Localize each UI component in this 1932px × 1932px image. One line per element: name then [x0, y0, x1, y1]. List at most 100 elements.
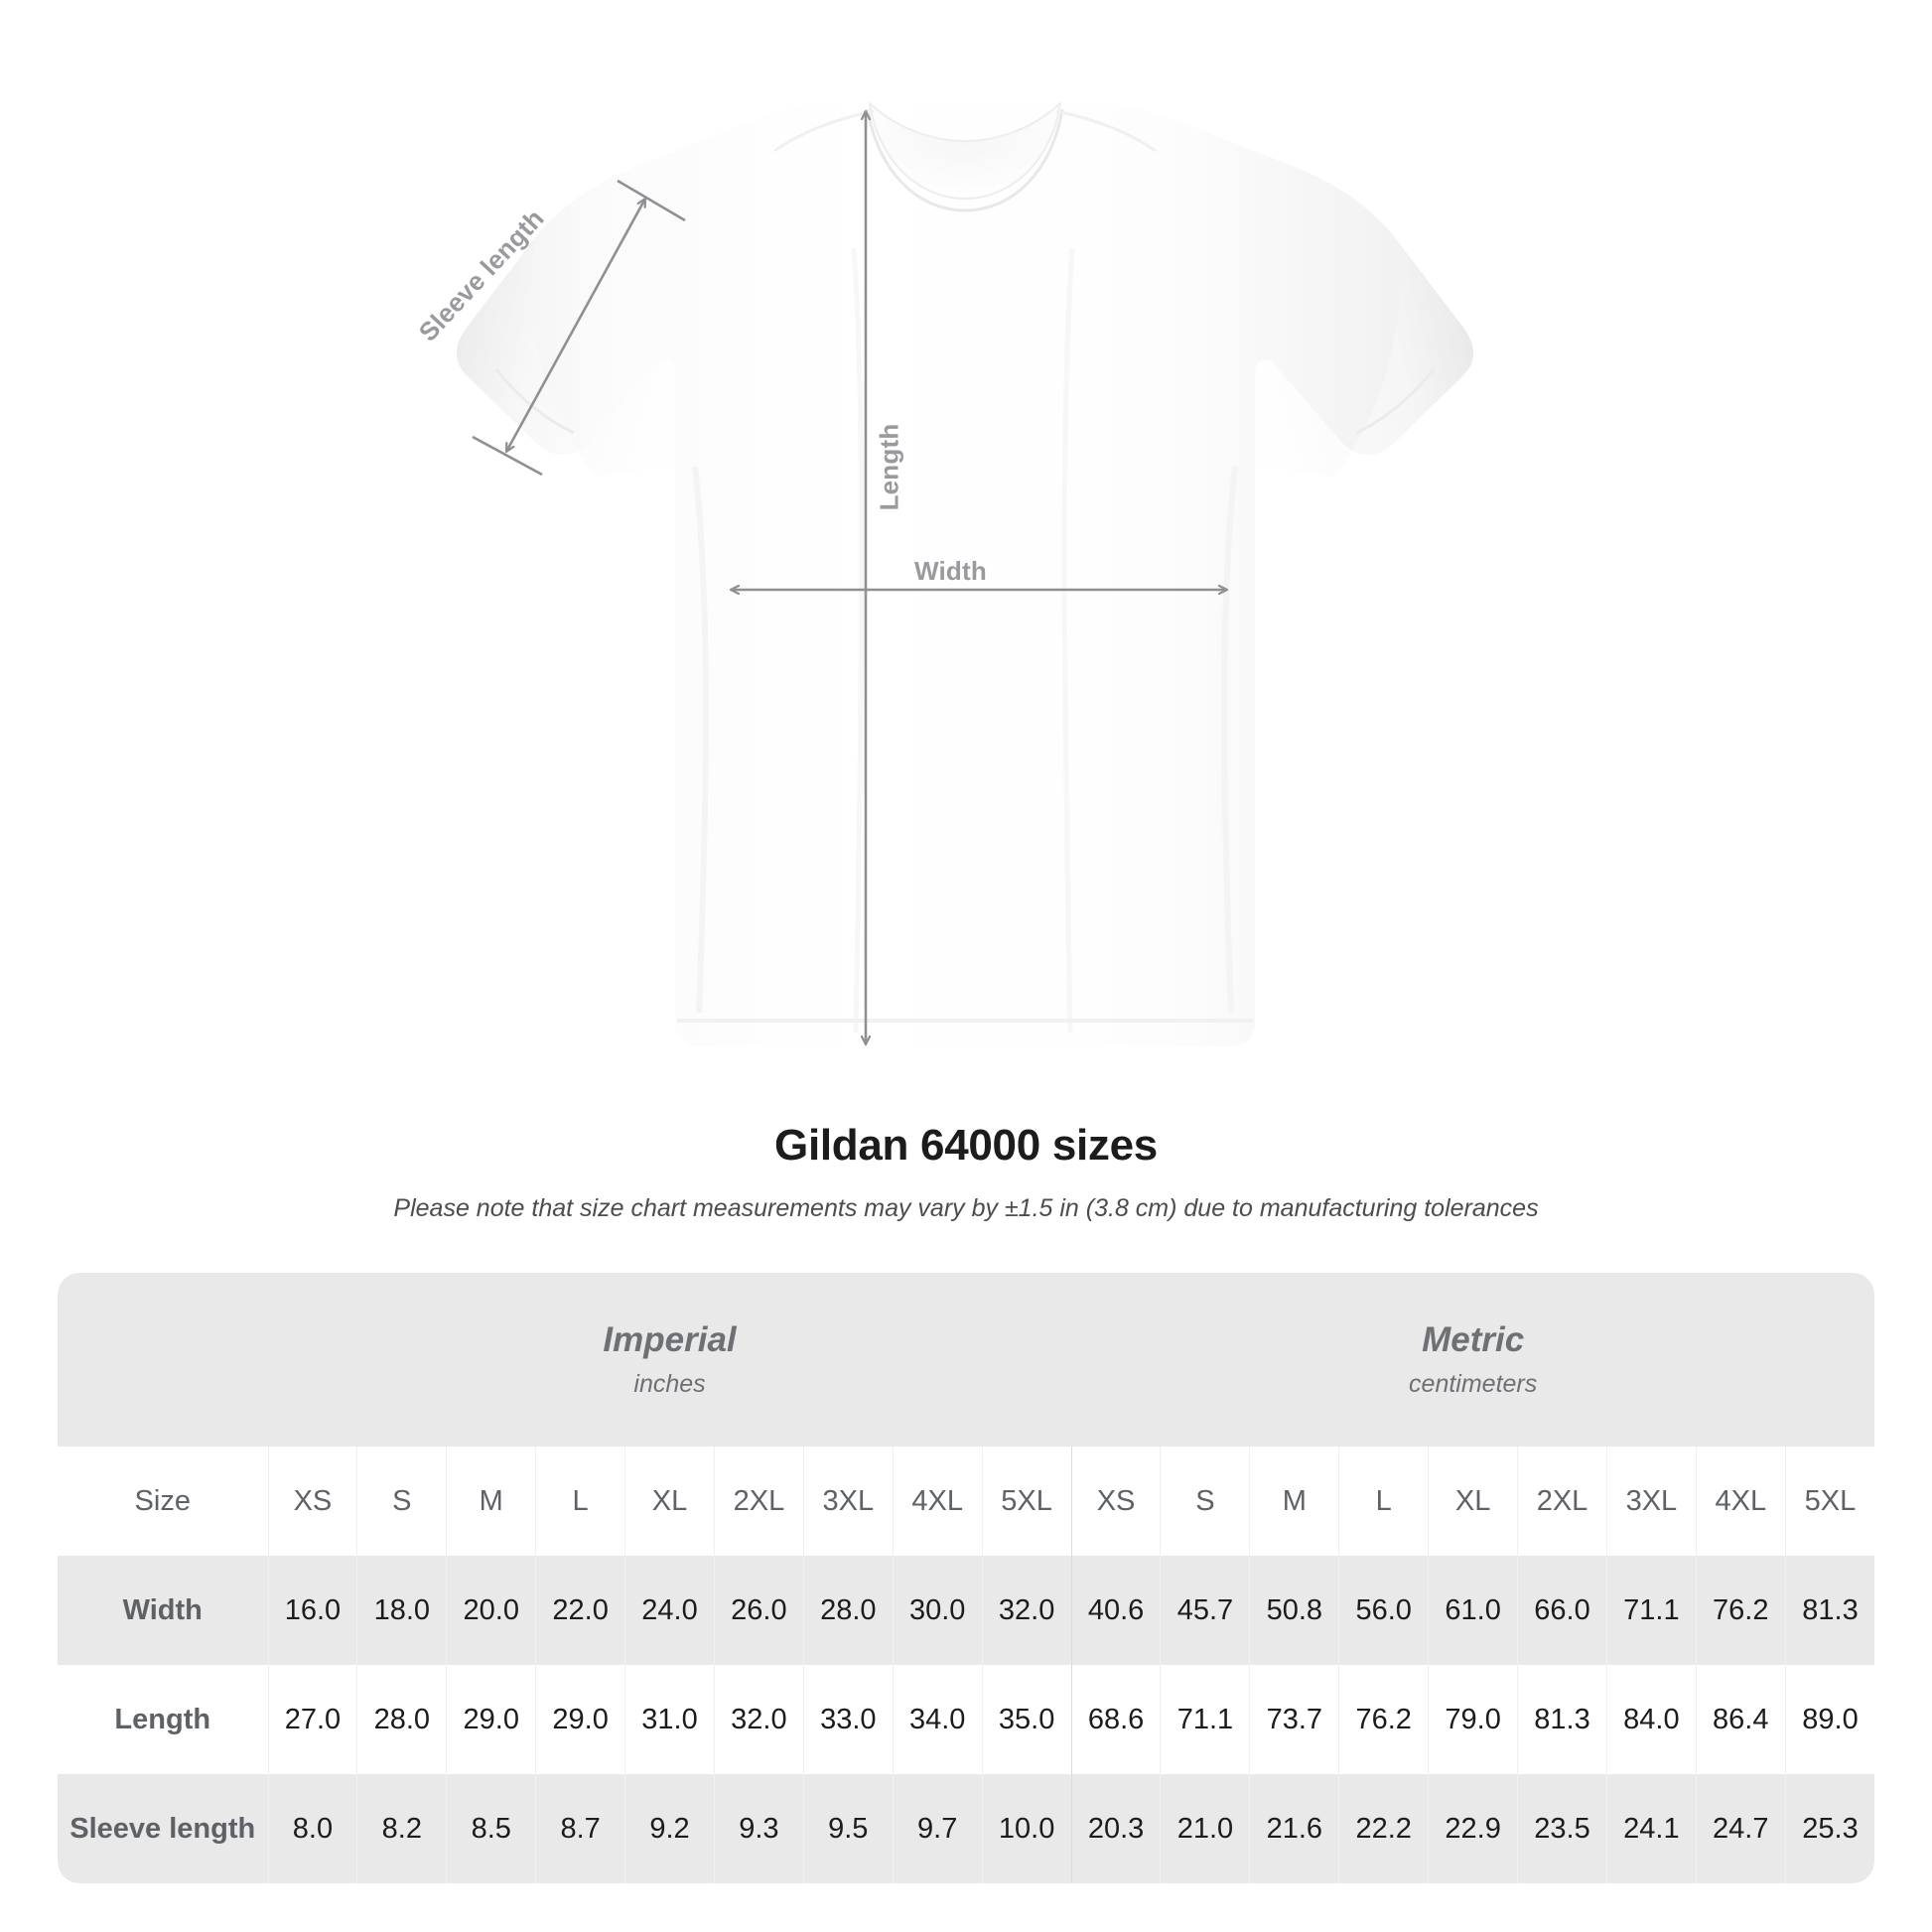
- unit-name: Imperial: [603, 1320, 737, 1359]
- size-table: Imperial inches Metric centimeters Size XS S M L…: [58, 1273, 1875, 1883]
- measurement-cell: 20.0: [446, 1556, 536, 1665]
- measurement-cell: 34.0: [892, 1665, 983, 1774]
- measurement-cell: 9.7: [892, 1774, 983, 1883]
- size-header-cell: L: [535, 1447, 625, 1556]
- measurement-cell: 32.0: [981, 1556, 1072, 1665]
- measurement-cell: 22.0: [535, 1556, 625, 1665]
- measurement-cell: 21.0: [1160, 1774, 1250, 1883]
- unit-banner-row: Imperial inches Metric centimeters: [58, 1273, 1875, 1447]
- measurement-cell: 76.2: [1695, 1556, 1786, 1665]
- measurement-cell: 81.3: [1784, 1556, 1875, 1665]
- size-header-cell: XS: [267, 1447, 357, 1556]
- measurement-cell: 81.3: [1517, 1665, 1607, 1774]
- measurement-cell: 22.2: [1338, 1774, 1429, 1883]
- row-label: Length: [58, 1665, 268, 1774]
- measurement-cell: 27.0: [267, 1665, 357, 1774]
- size-header-row: Size XS S M L XL 2XL 3XL 4XL 5XL XS S M L XL 2XL 3XL 4XL 5…: [58, 1447, 1875, 1556]
- measurement-cell: 8.2: [356, 1774, 447, 1883]
- measurement-cell: 84.0: [1605, 1665, 1697, 1774]
- measurement-cell: 10.0: [981, 1774, 1072, 1883]
- measurement-cell: 89.0: [1784, 1665, 1875, 1774]
- page-title: Gildan 64000 sizes: [774, 1121, 1158, 1170]
- table-row: Length 27.0 28.0 29.0 29.0 31.0 32.0 33.0 34.0 35…: [58, 1665, 1875, 1774]
- measurement-cell: 76.2: [1338, 1665, 1429, 1774]
- sleeve-tick-bottom: [472, 435, 543, 477]
- size-header-cell: 4XL: [892, 1447, 983, 1556]
- unit-subtitle: inches: [633, 1370, 706, 1399]
- row-label: Width: [58, 1556, 268, 1665]
- measurement-cell: 26.0: [713, 1556, 804, 1665]
- size-header-cell: M: [446, 1447, 536, 1556]
- measurement-cell: 31.0: [624, 1665, 715, 1774]
- size-table-container: Imperial inches Metric centimeters Size XS S M L…: [58, 1273, 1875, 1883]
- unit-header-metric: Metric centimeters: [1071, 1273, 1875, 1447]
- size-column-header: Size: [58, 1447, 268, 1556]
- unit-name: Metric: [1422, 1320, 1525, 1359]
- measurement-cell: 66.0: [1517, 1556, 1607, 1665]
- measurement-cell: 40.6: [1070, 1556, 1161, 1665]
- measurement-cell: 32.0: [713, 1665, 804, 1774]
- size-header-cell: S: [356, 1447, 447, 1556]
- measurement-cell: 30.0: [892, 1556, 983, 1665]
- measurement-cell: 45.7: [1160, 1556, 1250, 1665]
- size-header-cell: 2XL: [1517, 1447, 1607, 1556]
- tshirt-illustration: Sleeve length Length Width: [412, 100, 1474, 1046]
- measurement-cell: 86.4: [1695, 1665, 1786, 1774]
- measurement-cell: 29.0: [446, 1665, 536, 1774]
- size-header-cell: 3XL: [802, 1447, 894, 1556]
- measurement-cell: 16.0: [267, 1556, 357, 1665]
- measurement-cell: 22.9: [1428, 1774, 1518, 1883]
- size-header-cell: 5XL: [981, 1447, 1072, 1556]
- size-header-cell: XL: [1428, 1447, 1518, 1556]
- measurement-cell: 33.0: [802, 1665, 894, 1774]
- measurement-cell: 9.3: [713, 1774, 804, 1883]
- unit-subtitle: centimeters: [1409, 1370, 1538, 1399]
- unit-header-imperial: Imperial inches: [268, 1273, 1072, 1447]
- unit-banner-spacer: [58, 1273, 268, 1447]
- size-header-cell: 4XL: [1695, 1447, 1786, 1556]
- measurement-cell: 56.0: [1338, 1556, 1429, 1665]
- size-header-cell: M: [1249, 1447, 1339, 1556]
- measurement-cell: 50.8: [1249, 1556, 1339, 1665]
- measurement-cell: 73.7: [1249, 1665, 1339, 1774]
- measurement-cell: 61.0: [1428, 1556, 1518, 1665]
- measurement-cell: 8.5: [446, 1774, 536, 1883]
- sleeve-tick-top: [617, 179, 686, 222]
- measurement-cell: 24.7: [1695, 1774, 1786, 1883]
- measurement-cell: 71.1: [1160, 1665, 1250, 1774]
- measurement-cell: 79.0: [1428, 1665, 1518, 1774]
- chart-heading: Gildan 64000 sizes Please note that size…: [0, 1120, 1932, 1224]
- measurement-cell: 8.7: [535, 1774, 625, 1883]
- size-header-cell: 5XL: [1784, 1447, 1875, 1556]
- measurement-cell: 8.0: [267, 1774, 357, 1883]
- measurement-cell: 9.2: [624, 1774, 715, 1883]
- size-header-cell: 3XL: [1605, 1447, 1697, 1556]
- size-header-cell: L: [1338, 1447, 1429, 1556]
- measurement-cell: 21.6: [1249, 1774, 1339, 1883]
- size-header-cell: 2XL: [713, 1447, 804, 1556]
- sleeve-length-arrow: [504, 199, 647, 452]
- tolerance-note: Please note that size chart measurements…: [393, 1193, 1539, 1222]
- measurement-cell: 24.1: [1605, 1774, 1697, 1883]
- measurement-cell: 24.0: [624, 1556, 715, 1665]
- size-header-cell: XS: [1070, 1447, 1161, 1556]
- measurement-cell: 9.5: [802, 1774, 894, 1883]
- measurement-cell: 68.6: [1070, 1665, 1161, 1774]
- measurement-cell: 23.5: [1517, 1774, 1607, 1883]
- tshirt-graphic: [456, 100, 1474, 1046]
- width-label: Width: [914, 556, 987, 586]
- table-row: Width 16.0 18.0 20.0 22.0 24.0 26.0 28.0 30.0 32.…: [58, 1556, 1875, 1665]
- row-label: Sleeve length: [58, 1774, 268, 1883]
- measurement-cell: 25.3: [1784, 1774, 1875, 1883]
- measurement-cell: 20.3: [1070, 1774, 1161, 1883]
- measurement-lines: [472, 111, 1227, 1044]
- length-label: Length: [874, 423, 904, 511]
- table-row: Sleeve length 8.0 8.2 8.5 8.7 9.2 9.3 9.5 9.7 10.…: [58, 1774, 1875, 1883]
- measurement-cell: 71.1: [1605, 1556, 1697, 1665]
- size-header-cell: XL: [624, 1447, 715, 1556]
- measurement-cell: 18.0: [356, 1556, 447, 1665]
- size-header-cell: S: [1160, 1447, 1250, 1556]
- measurement-cell: 28.0: [356, 1665, 447, 1774]
- measurement-cell: 29.0: [535, 1665, 625, 1774]
